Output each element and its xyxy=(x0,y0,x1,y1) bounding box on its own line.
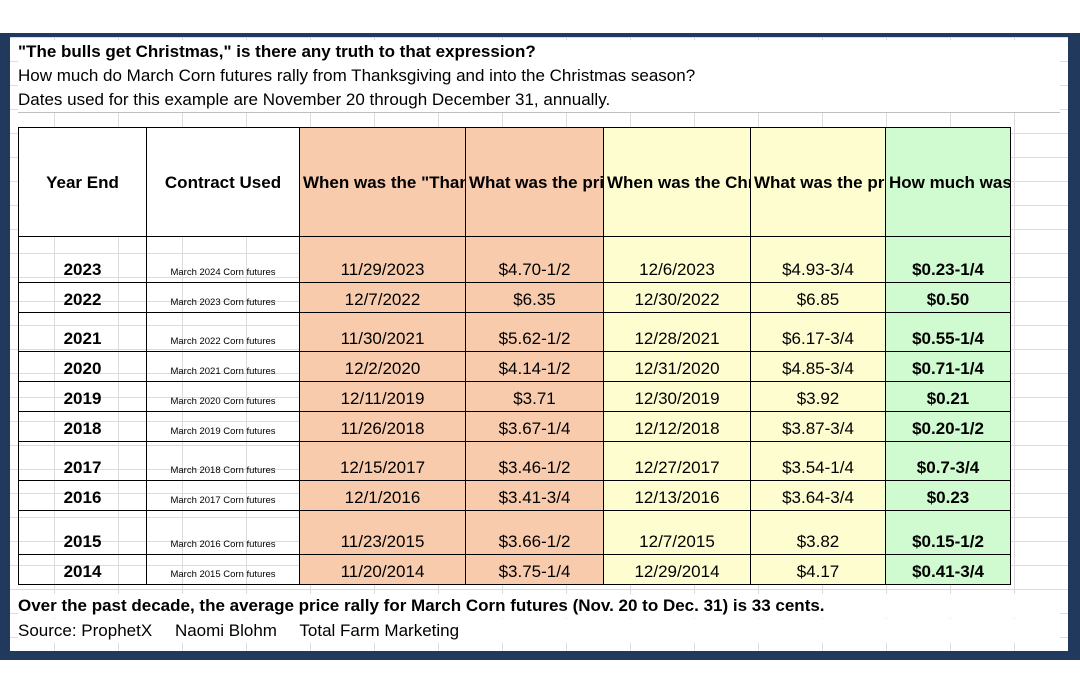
cell-rally: $0.50 xyxy=(885,282,1011,313)
cell-high-price: $3.64-3/4 xyxy=(750,480,886,511)
sheet-subtitle: How much do March Corn futures rally fro… xyxy=(18,64,1060,89)
cell-year: 2022 xyxy=(18,282,147,313)
col-header-contract: Contract Used xyxy=(146,127,300,237)
cell-high-date: 12/13/2016 xyxy=(603,480,751,511)
cell-contract: March 2019 Corn futures xyxy=(146,411,300,442)
cell-low-price: $3.46-1/2 xyxy=(465,441,604,481)
cell-rally: $0.20-1/2 xyxy=(885,411,1011,442)
table-row: 2019 March 2020 Corn futures 12/11/2019 $3.… xyxy=(18,381,1011,412)
header-row: Year End Contract Used When was the "Tha… xyxy=(18,127,1011,237)
cell-rally: $0.55-1/4 xyxy=(885,312,1011,352)
cell-year: 2016 xyxy=(18,480,147,511)
cell-rally: $0.21 xyxy=(885,381,1011,412)
corn-rally-table: Year End Contract Used When was the "Tha… xyxy=(18,127,1011,585)
footer-source: Source: ProphetX Naomi Blohm Total Farm … xyxy=(18,619,1060,643)
col-header-year: Year End xyxy=(18,127,147,237)
cell-low-date: 12/1/2016 xyxy=(299,480,466,511)
cell-low-date: 12/15/2017 xyxy=(299,441,466,481)
cell-high-price: $4.93-3/4 xyxy=(750,236,886,283)
cell-year: 2017 xyxy=(18,441,147,481)
cell-year: 2019 xyxy=(18,381,147,412)
cell-high-price: $6.85 xyxy=(750,282,886,313)
cell-high-price: $4.85-3/4 xyxy=(750,351,886,382)
cell-contract: March 2022 Corn futures xyxy=(146,312,300,352)
table-row: 2014 March 2015 Corn futures 11/20/2014 $3.… xyxy=(18,554,1011,585)
cell-contract: March 2024 Corn futures xyxy=(146,236,300,283)
cell-low-date: 11/26/2018 xyxy=(299,411,466,442)
table-row: 2017 March 2018 Corn futures 12/15/2017 $3.… xyxy=(18,441,1011,481)
cell-contract: March 2016 Corn futures xyxy=(146,510,300,555)
cell-year: 2014 xyxy=(18,554,147,585)
cell-rally: $0.71-1/4 xyxy=(885,351,1011,382)
cell-high-price: $3.54-1/4 xyxy=(750,441,886,481)
cell-low-date: 11/23/2015 xyxy=(299,510,466,555)
table-row: 2015 March 2016 Corn futures 11/23/2015 $3.… xyxy=(18,510,1011,555)
cell-low-price: $3.66-1/2 xyxy=(465,510,604,555)
cell-year: 2021 xyxy=(18,312,147,352)
table-row: 2018 March 2019 Corn futures 11/26/2018 $3.… xyxy=(18,411,1011,442)
cell-high-price: $3.82 xyxy=(750,510,886,555)
cell-rally: $0.23 xyxy=(885,480,1011,511)
cell-year: 2018 xyxy=(18,411,147,442)
cell-rally: $0.41-3/4 xyxy=(885,554,1011,585)
sheet-dates-note: Dates used for this example are November… xyxy=(18,88,1060,113)
cell-low-price: $4.14-1/2 xyxy=(465,351,604,382)
col-header-high-date: When was the Christmas "price high"? xyxy=(603,127,751,237)
cell-contract: March 2017 Corn futures xyxy=(146,480,300,511)
cell-rally: $0.23-1/4 xyxy=(885,236,1011,283)
cell-low-price: $6.35 xyxy=(465,282,604,313)
cell-high-date: 12/29/2014 xyxy=(603,554,751,585)
cell-low-price: $3.41-3/4 xyxy=(465,480,604,511)
cell-high-price: $3.87-3/4 xyxy=(750,411,886,442)
cell-contract: March 2021 Corn futures xyxy=(146,351,300,382)
table-row: 2021 March 2022 Corn futures 11/30/2021 $5.… xyxy=(18,312,1011,352)
table-row: 2023 March 2024 Corn futures 11/29/2023 $4.… xyxy=(18,236,1011,283)
cell-low-date: 11/29/2023 xyxy=(299,236,466,283)
cell-high-date: 12/30/2019 xyxy=(603,381,751,412)
cell-low-date: 12/7/2022 xyxy=(299,282,466,313)
col-header-rally: How much was the price rally? xyxy=(885,127,1011,237)
cell-low-date: 11/30/2021 xyxy=(299,312,466,352)
cell-rally: $0.15-1/2 xyxy=(885,510,1011,555)
sheet-title: "The bulls get Christmas," is there any … xyxy=(18,40,1060,65)
col-header-high-price: What was the price of the Christmas "pri… xyxy=(750,127,886,237)
cell-high-price: $4.17 xyxy=(750,554,886,585)
cell-high-date: 12/7/2015 xyxy=(603,510,751,555)
spreadsheet-frame: "The bulls get Christmas," is there any … xyxy=(0,33,1080,660)
author-label: Naomi Blohm xyxy=(174,621,277,640)
cell-low-price: $3.71 xyxy=(465,381,604,412)
spreadsheet-sheet: "The bulls get Christmas," is there any … xyxy=(10,37,1068,651)
cell-contract: March 2018 Corn futures xyxy=(146,441,300,481)
col-header-low-date: When was the "Thanksgiving Low"? xyxy=(299,127,466,237)
footer-summary: Over the past decade, the average price … xyxy=(18,594,1060,618)
cell-low-price: $3.75-1/4 xyxy=(465,554,604,585)
cell-high-date: 12/28/2021 xyxy=(603,312,751,352)
cell-rally: $0.7-3/4 xyxy=(885,441,1011,481)
cell-high-date: 12/12/2018 xyxy=(603,411,751,442)
table-row: 2022 March 2023 Corn futures 12/7/2022 $6.3… xyxy=(18,282,1011,313)
cell-year: 2020 xyxy=(18,351,147,382)
cell-low-price: $3.67-1/4 xyxy=(465,411,604,442)
company-label: Total Farm Marketing xyxy=(299,621,460,640)
cell-low-price: $5.62-1/2 xyxy=(465,312,604,352)
cell-contract: March 2020 Corn futures xyxy=(146,381,300,412)
cell-high-price: $6.17-3/4 xyxy=(750,312,886,352)
cell-low-price: $4.70-1/2 xyxy=(465,236,604,283)
cell-contract: March 2023 Corn futures xyxy=(146,282,300,313)
cell-high-date: 12/6/2023 xyxy=(603,236,751,283)
source-label: Source: ProphetX xyxy=(18,621,153,640)
cell-low-date: 11/20/2014 xyxy=(299,554,466,585)
table-row: 2020 March 2021 Corn futures 12/2/2020 $4.1… xyxy=(18,351,1011,382)
cell-year: 2015 xyxy=(18,510,147,555)
cell-high-date: 12/31/2020 xyxy=(603,351,751,382)
cell-high-price: $3.92 xyxy=(750,381,886,412)
cell-low-date: 12/11/2019 xyxy=(299,381,466,412)
cell-low-date: 12/2/2020 xyxy=(299,351,466,382)
cell-high-date: 12/30/2022 xyxy=(603,282,751,313)
table-row: 2016 March 2017 Corn futures 12/1/2016 $3.4… xyxy=(18,480,1011,511)
col-header-low-price: What was the price of the "Thanksgiving … xyxy=(465,127,604,237)
cell-year: 2023 xyxy=(18,236,147,283)
cell-high-date: 12/27/2017 xyxy=(603,441,751,481)
cell-contract: March 2015 Corn futures xyxy=(146,554,300,585)
